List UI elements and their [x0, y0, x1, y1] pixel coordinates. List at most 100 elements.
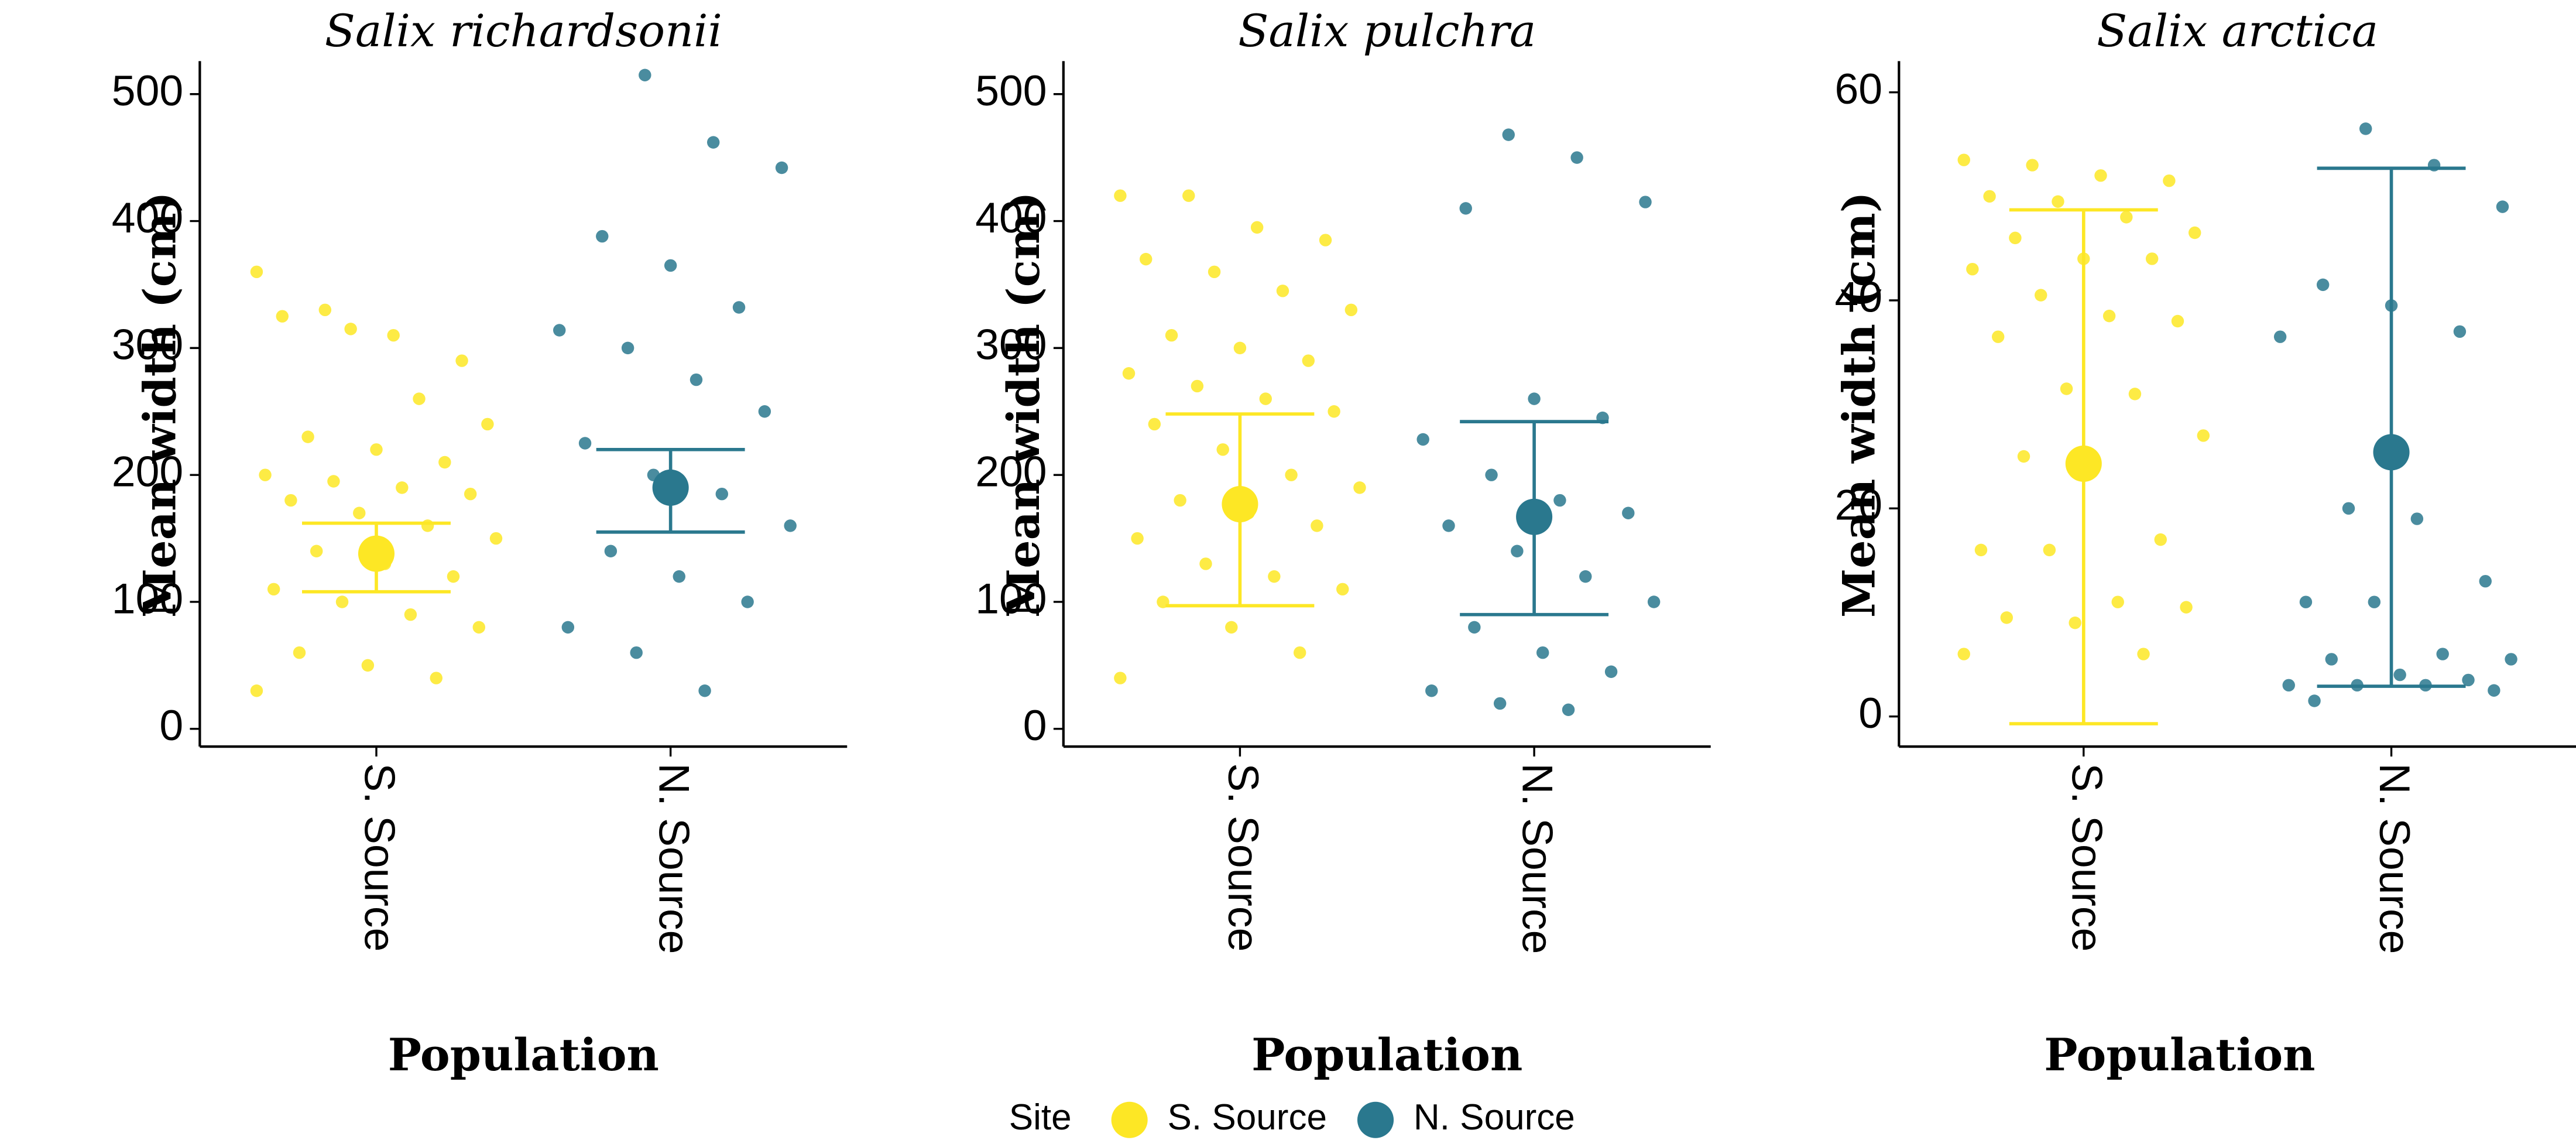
point	[2094, 169, 2107, 182]
point	[259, 468, 272, 481]
point	[370, 443, 383, 456]
x-tick-label: N. Source	[1514, 763, 1562, 954]
point	[301, 430, 314, 443]
point	[1225, 621, 1238, 634]
point	[481, 417, 494, 431]
point	[2171, 314, 2184, 328]
point	[1250, 221, 1264, 234]
point	[2128, 388, 2142, 400]
point	[1485, 468, 1498, 481]
point	[664, 259, 677, 272]
point	[1148, 417, 1161, 431]
point	[630, 646, 643, 659]
legend-marker	[1357, 1101, 1394, 1138]
y-tick-label: 500	[112, 67, 183, 115]
point	[2069, 617, 2081, 629]
point	[1502, 128, 1515, 141]
point	[1416, 433, 1429, 446]
point	[2282, 679, 2295, 692]
y-axis-label: Mean width (cm)	[1832, 191, 1885, 618]
point	[1459, 202, 1472, 215]
point	[1957, 153, 1970, 166]
point	[1293, 646, 1306, 659]
mean-point	[2373, 434, 2410, 471]
x-axis-label: Population	[2044, 1028, 2315, 1081]
point	[464, 487, 477, 501]
point	[361, 659, 375, 672]
point	[1165, 328, 1178, 342]
point	[1511, 545, 1524, 557]
point	[2436, 648, 2449, 660]
point	[1570, 151, 1583, 164]
point	[404, 608, 417, 621]
point	[2342, 502, 2355, 515]
point	[1639, 196, 1652, 208]
y-tick-label: 40	[1835, 273, 1883, 321]
point	[1122, 367, 1136, 380]
point	[1328, 405, 1340, 418]
point	[447, 570, 460, 583]
point	[1353, 481, 1366, 494]
point	[1140, 252, 1152, 266]
y-tick-label: 0	[1858, 689, 1882, 737]
y-tick-label: 200	[975, 448, 1047, 496]
point	[673, 570, 685, 583]
point	[1528, 392, 1541, 405]
point	[413, 392, 426, 405]
legend-marker	[1111, 1101, 1148, 1138]
point	[1983, 190, 1996, 203]
y-axis-label: Mean width (cm)	[133, 191, 186, 618]
point	[267, 583, 280, 596]
point	[2026, 159, 2039, 172]
point	[2273, 330, 2287, 343]
point	[2009, 231, 2022, 245]
point	[421, 519, 434, 532]
y-tick-label: 100	[112, 574, 183, 622]
point	[1647, 595, 1661, 608]
point	[1311, 519, 1323, 532]
point	[1468, 621, 1481, 634]
point	[1553, 494, 1566, 507]
point	[1622, 506, 1635, 519]
point	[553, 324, 566, 337]
x-tick-label: S. Source	[356, 763, 404, 951]
x-axis-label: Population	[388, 1028, 659, 1081]
point	[2188, 226, 2201, 239]
point	[2299, 595, 2313, 608]
point	[2496, 200, 2509, 213]
point	[327, 475, 340, 488]
y-tick-label: 400	[112, 194, 183, 242]
point	[2060, 382, 2073, 395]
x-tick-label: S. Source	[1219, 763, 1267, 951]
point	[2505, 653, 2517, 666]
point	[1319, 234, 1332, 246]
point	[1957, 648, 1970, 660]
point	[775, 161, 788, 174]
point	[293, 646, 306, 659]
legend-title: Site	[1009, 1097, 1072, 1138]
y-tick-label: 200	[112, 448, 183, 496]
point	[1131, 532, 1144, 545]
point	[561, 621, 575, 634]
point	[1191, 379, 1204, 393]
point	[2479, 574, 2492, 588]
x-tick-label: N. Source	[650, 763, 698, 954]
point	[2017, 450, 2030, 463]
point	[1285, 468, 1298, 481]
point	[578, 437, 592, 450]
point	[621, 341, 634, 355]
point	[2145, 252, 2159, 265]
legend-label: N. Source	[1414, 1097, 1575, 1138]
y-tick-label: 0	[159, 701, 183, 749]
point	[2111, 595, 2124, 608]
point	[2393, 668, 2406, 682]
point	[2035, 289, 2047, 302]
point	[2325, 653, 2338, 666]
point	[1536, 646, 1549, 659]
panel-title: Salix pulchra	[1238, 5, 1536, 57]
point	[604, 545, 618, 557]
point	[1208, 265, 1221, 279]
point	[2308, 694, 2321, 707]
